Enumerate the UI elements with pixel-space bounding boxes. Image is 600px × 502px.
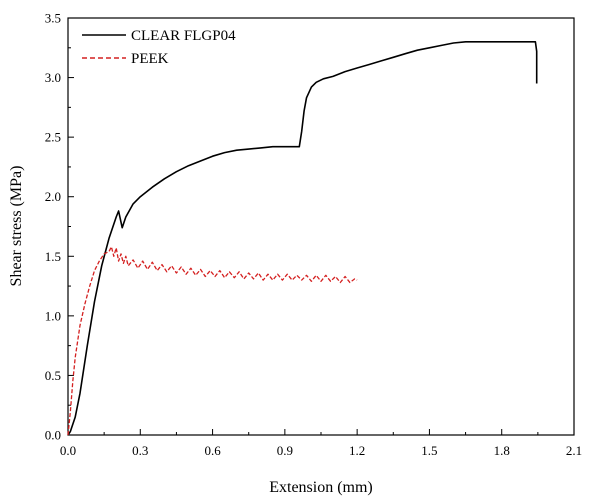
x-tick-label: 0.9	[277, 443, 293, 458]
x-tick-label: 1.5	[421, 443, 437, 458]
x-tick-label: 0.6	[204, 443, 221, 458]
series-group	[67, 41, 538, 436]
x-tick-label: 0.0	[60, 443, 76, 458]
y-tick-label: 3.0	[45, 70, 61, 85]
y-tick-label: 1.5	[45, 249, 61, 264]
x-axis-title: Extension (mm)	[269, 479, 373, 496]
x-tick-label: 1.8	[494, 443, 510, 458]
y-tick-label: 0.0	[45, 428, 61, 443]
legend-label-peek: PEEK	[131, 51, 169, 67]
x-tick-label: 1.2	[349, 443, 365, 458]
y-tick-label: 1.0	[45, 308, 61, 323]
axis-ticks: 0.0 0.3 0.6 0.9 1.2 1.5 1.8 2.1 0.0 0.5 1.0 1.5 2.0 2…	[45, 11, 582, 459]
y-tick-label: 0.5	[45, 368, 61, 383]
legend-label-clear-flgp04: CLEAR FLGP04	[131, 28, 236, 44]
x-tick-label: 2.1	[566, 443, 582, 458]
y-tick-label: 2.0	[45, 189, 61, 204]
series-line-peek	[67, 246, 358, 436]
y-axis-title: Shear stress (MPa)	[8, 166, 25, 287]
x-tick-label: 0.3	[132, 443, 148, 458]
y-tick-label: 3.5	[45, 11, 61, 26]
series-line-clear-flgp04	[67, 41, 538, 436]
y-tick-label: 2.5	[45, 130, 61, 145]
legend: CLEAR FLGP04 PEEK	[82, 28, 236, 67]
